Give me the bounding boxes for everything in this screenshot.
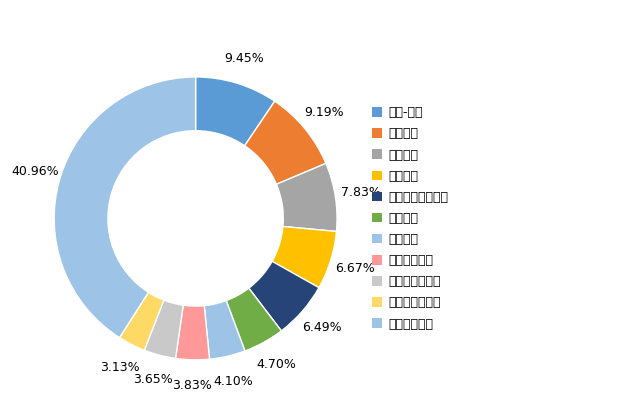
Wedge shape [204,301,245,359]
Wedge shape [272,226,336,287]
Wedge shape [175,305,209,360]
Wedge shape [54,77,196,338]
Text: 6.67%: 6.67% [335,262,375,275]
Text: 4.70%: 4.70% [256,358,296,371]
Wedge shape [196,77,274,146]
Text: 40.96%: 40.96% [11,165,59,178]
Wedge shape [119,292,164,350]
Wedge shape [249,261,319,331]
Legend: 一汽-大众, 上通五菱, 浙江吉利, 东风日产, 上海大众动力总成, 蜂巢动力, 长安汽车, 东风本田汽车, 上通武汉分公司, 东风本田发动机, 其他企业合计: 一汽-大众, 上通五菱, 浙江吉利, 东风日产, 上海大众动力总成, 蜂巢动力,… [372,106,449,331]
Wedge shape [144,300,183,359]
Wedge shape [245,101,326,184]
Text: 9.45%: 9.45% [225,52,264,65]
Text: 3.13%: 3.13% [100,361,140,374]
Wedge shape [226,288,281,351]
Text: 7.83%: 7.83% [341,186,380,199]
Text: 9.19%: 9.19% [305,106,345,119]
Text: 6.49%: 6.49% [302,322,341,334]
Text: 3.65%: 3.65% [133,373,173,386]
Wedge shape [276,163,337,231]
Text: 4.10%: 4.10% [213,374,253,387]
Text: 3.83%: 3.83% [172,379,212,392]
